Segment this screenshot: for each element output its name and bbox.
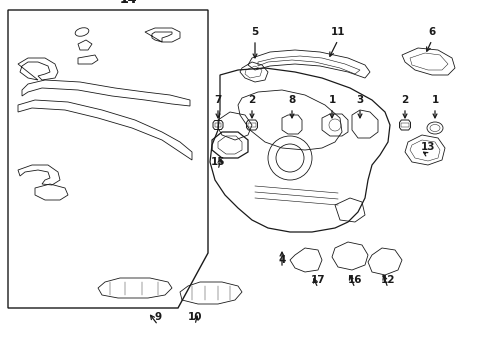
Text: 14: 14 [119, 0, 137, 6]
Text: 14: 14 [119, 0, 137, 6]
Text: 16: 16 [348, 275, 362, 285]
Text: 8: 8 [289, 95, 295, 105]
Text: 2: 2 [248, 95, 256, 105]
Text: 12: 12 [381, 275, 395, 285]
Text: 1: 1 [431, 95, 439, 105]
Text: 2: 2 [401, 95, 409, 105]
Text: 17: 17 [311, 275, 325, 285]
Text: 10: 10 [188, 312, 202, 322]
Text: 11: 11 [331, 27, 345, 37]
Text: 6: 6 [428, 27, 436, 37]
Text: 3: 3 [356, 95, 364, 105]
Text: 13: 13 [421, 142, 435, 152]
Text: 7: 7 [214, 95, 221, 105]
Text: 5: 5 [251, 27, 259, 37]
Text: 1: 1 [328, 95, 336, 105]
Text: 4: 4 [278, 255, 286, 265]
Text: 9: 9 [154, 312, 162, 322]
Text: 15: 15 [211, 157, 225, 167]
